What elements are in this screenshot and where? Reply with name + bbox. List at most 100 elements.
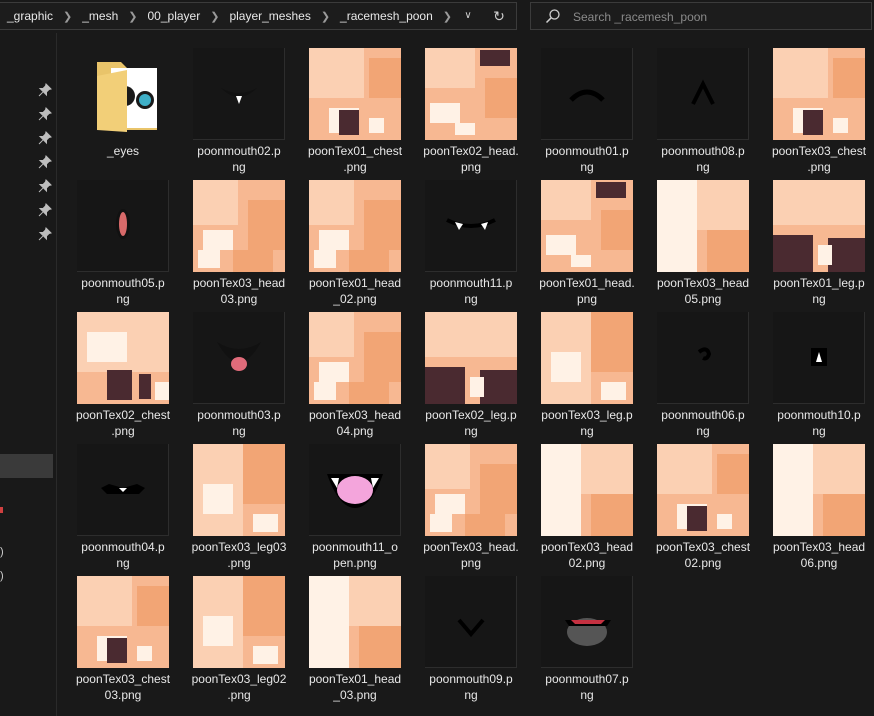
refresh-icon[interactable]: ↻ [493,8,505,24]
file-item[interactable]: poonTex01_chest .png [300,44,410,174]
file-item[interactable]: poonmouth04.p ng [68,440,178,570]
file-name-line: ng [696,160,710,174]
file-item[interactable]: poonmouth10.p ng [764,308,874,438]
file-item[interactable]: poonTex03_head 04.png [300,308,410,438]
file-name-line: _02.png [333,292,377,306]
file-item[interactable]: poonTex03_leg02 .png [184,572,294,702]
file-name-line: poonmouth01.p [545,144,629,158]
file-item[interactable]: poonmouth05.p ng [68,176,178,306]
chevron-right-icon[interactable]: ❯ [63,10,73,23]
file-name-line: poonTex03_head [308,408,402,422]
mouth-thumbnail [657,312,749,404]
file-item[interactable]: poonmouth11_o pen.png [300,440,410,570]
breadcrumb-item-racemesh-poon[interactable]: _racemesh_poon [340,9,433,23]
file-item[interactable]: poonmouth03.p ng [184,308,294,438]
file-item[interactable]: poonTex03_head 02.png [532,440,642,570]
file-name: poonTex01_head _02.png [300,275,410,307]
file-item[interactable]: poonTex01_head.png [532,176,642,306]
search-input[interactable] [571,6,865,28]
file-name-line: poonTex03_head [192,276,286,290]
file-name-line: png [576,292,598,306]
file-name-line: 03.png [104,688,142,702]
file-item[interactable]: poonTex01_head _02.png [300,176,410,306]
file-item[interactable]: poonTex02_chest .png [68,308,178,438]
file-item[interactable]: poonmouth09.p ng [416,572,526,702]
breadcrumb-item-player[interactable]: 00_player [147,9,201,23]
nav-item-fragment[interactable]: ) [0,546,4,558]
file-item[interactable]: poonTex02_head. png [416,44,526,174]
pin-icon[interactable] [38,155,52,169]
file-item[interactable]: poonTex03_leg03 .png [184,440,294,570]
texture-thumbnail [541,180,633,272]
file-item[interactable]: poonTex03_leg.p ng [532,308,642,438]
chevron-right-icon[interactable]: ❯ [210,10,220,23]
file-item[interactable]: poonTex03_head 03.png [184,176,294,306]
mouth-thumbnail [425,576,517,668]
breadcrumb-item-player-meshes[interactable]: player_meshes [229,9,311,23]
file-item[interactable]: poonmouth06.p ng [648,308,758,438]
pin-icon[interactable] [38,107,52,121]
file-item[interactable]: poonTex03_chest 03.png [68,572,178,702]
file-item[interactable]: poonmouth02.p ng [184,44,294,174]
file-name: poonmouth04.p ng [68,539,178,571]
breadcrumb-item-graphic[interactable]: _graphic [7,9,54,23]
file-item[interactable]: poonTex02_leg.p ng [416,308,526,438]
address-bar[interactable]: _graphic ❯ _mesh ❯ 00_player ❯ player_me… [0,2,517,30]
mouth-thumbnail [309,444,401,536]
file-item[interactable]: poonmouth11.p ng [416,176,526,306]
file-name-line: _03.png [333,688,377,702]
folder-icon [97,62,157,132]
file-name-line: poonTex02_chest [75,408,171,422]
file-name-line: ng [580,160,594,174]
file-name-line: ng [812,424,826,438]
file-item[interactable]: poonTex03_head 05.png [648,176,758,306]
file-item[interactable]: poonmouth08.p ng [648,44,758,174]
nav-item-fragment[interactable]: ) [0,570,4,582]
file-name: poonTex03_head. png [416,539,526,571]
file-name-line: 05.png [684,292,722,306]
pin-icon[interactable] [38,227,52,241]
file-item[interactable]: poonmouth01.p ng [532,44,642,174]
file-name-line: poonmouth10.p [777,408,861,422]
nav-item-selected[interactable] [0,454,53,478]
breadcrumb-item-mesh[interactable]: _mesh [82,9,119,23]
mouth-thumbnail-icon [569,89,605,102]
file-name: poonTex02_chest .png [68,407,178,439]
chevron-right-icon[interactable]: ❯ [442,10,452,23]
mouth-thumbnail-icon [327,474,383,508]
nav-status-mark [0,507,3,513]
file-name-line: poonTex03_chest [655,540,751,554]
file-item[interactable]: poonmouth07.p ng [532,572,642,702]
file-item[interactable]: poonTex03_chest 02.png [648,440,758,570]
file-name-line: poonTex01_head. [539,276,635,290]
mouth-thumbnail [657,48,749,140]
file-item[interactable]: poonTex01_leg.p ng [764,176,874,306]
pin-icon[interactable] [38,179,52,193]
mouth-thumbnail [77,180,169,272]
mouth-thumbnail-icon [691,79,715,105]
mouth-thumbnail-icon [116,209,130,239]
texture-thumbnail [773,180,865,272]
mouth-thumbnail [193,48,285,140]
mouth-thumbnail-icon [101,484,145,494]
search-box[interactable] [530,2,872,30]
mouth-thumbnail-icon [457,618,485,638]
file-name-line: poonmouth07.p [545,672,629,686]
file-item[interactable]: poonTex03_chest .png [764,44,874,174]
file-item[interactable]: poonTex03_head. png [416,440,526,570]
texture-thumbnail [193,444,285,536]
chevron-down-icon[interactable]: ∨ [464,10,472,21]
file-name-line: poonTex03_leg.p [541,408,633,422]
file-name-line: ng [464,424,478,438]
chevron-right-icon[interactable]: ❯ [320,10,331,23]
file-name: poonmouth10.p ng [764,407,874,439]
file-item[interactable]: poonTex03_head 06.png [764,440,874,570]
pin-icon[interactable] [38,203,52,217]
folder-item[interactable]: _eyes [68,44,178,174]
file-item[interactable]: poonTex01_head _03.png [300,572,410,702]
file-name-line: poonmouth06.p [661,408,745,422]
pin-icon[interactable] [38,131,52,145]
pin-icon[interactable] [38,83,52,97]
file-name-line: .png [807,160,831,174]
chevron-right-icon[interactable]: ❯ [128,10,138,23]
